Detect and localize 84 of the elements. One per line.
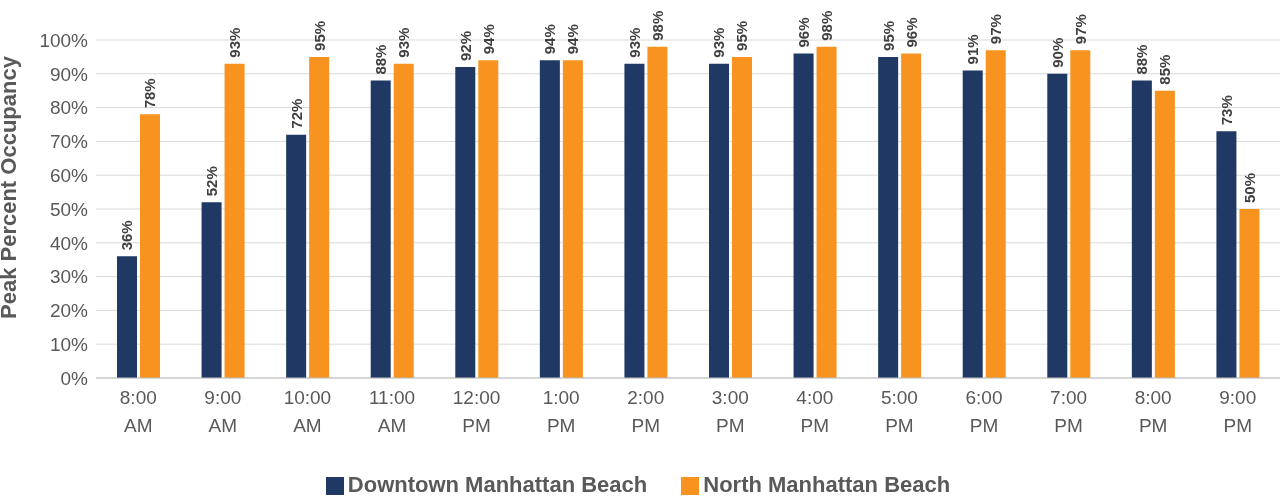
data-label: 78%: [141, 78, 159, 109]
data-label: 97%: [987, 14, 1005, 45]
data-label: 98%: [648, 10, 666, 41]
bar: [1047, 73, 1068, 378]
bar: [1131, 80, 1152, 378]
y-axis-title: Peak Percent Occupancy: [0, 55, 21, 319]
data-label: 85%: [1156, 54, 1174, 85]
bar: [878, 56, 899, 378]
data-label: 73%: [1217, 95, 1235, 126]
y-tick-label: 30%: [49, 266, 89, 288]
x-tick-label: 9:00 AM: [204, 387, 242, 436]
legend-label: North Manhattan Beach: [703, 472, 951, 497]
bar: [562, 60, 583, 378]
data-label: 94%: [541, 24, 559, 55]
x-tick-label: 3:00 PM: [711, 387, 749, 436]
bar: [455, 67, 476, 378]
bar: [309, 56, 330, 378]
data-label: 96%: [795, 17, 813, 48]
bar: [816, 46, 837, 378]
data-label: 93%: [226, 27, 244, 58]
bar: [140, 114, 160, 378]
x-tick-label: 5:00 PM: [880, 387, 918, 436]
bar: [1070, 50, 1091, 378]
data-label: 88%: [372, 44, 390, 75]
bar: [709, 63, 729, 378]
data-label: 95%: [879, 20, 897, 51]
data-label: 94%: [564, 24, 582, 55]
data-label: 93%: [710, 27, 728, 58]
bar: [117, 256, 137, 378]
bar: [370, 80, 391, 378]
data-label: 92%: [456, 31, 474, 62]
bar: [224, 63, 245, 378]
legend-label: Downtown Manhattan Beach: [347, 472, 648, 497]
data-label: 50%: [1240, 172, 1258, 203]
bar: [732, 56, 752, 378]
bar: [793, 53, 814, 378]
x-tick-label: 11:00 AM: [368, 387, 416, 436]
bar: [624, 63, 645, 378]
x-tick-label: 2:00 PM: [627, 387, 665, 436]
y-tick-label: 0%: [60, 367, 89, 389]
y-tick-label: 40%: [49, 232, 89, 254]
y-tick-label: 100%: [39, 29, 89, 51]
data-label: 96%: [902, 17, 920, 48]
bar: [286, 134, 307, 378]
data-label: 91%: [964, 34, 982, 65]
bar: [1216, 131, 1237, 378]
bar: [901, 53, 922, 378]
y-tick-label: 20%: [49, 300, 89, 322]
data-label: 98%: [818, 10, 836, 41]
x-tick-label: 12:00 PM: [452, 387, 501, 436]
x-tick-label: 7:00 PM: [1050, 387, 1088, 436]
y-tick-label: 50%: [49, 198, 89, 220]
y-tick-label: 70%: [49, 131, 89, 153]
x-tick-label: 9:00 PM: [1219, 387, 1257, 436]
data-label: 94%: [479, 24, 497, 55]
data-label: 52%: [203, 166, 221, 197]
data-label: 90%: [1048, 37, 1066, 68]
data-label: 95%: [310, 20, 328, 51]
bar: [201, 202, 222, 378]
data-label: 72%: [287, 98, 305, 129]
y-tick-label: 60%: [49, 164, 89, 186]
bar: [985, 50, 1006, 378]
x-tick-label: 6:00 PM: [965, 387, 1003, 436]
data-label: 97%: [1071, 14, 1089, 45]
y-tick-label: 10%: [49, 333, 89, 355]
data-label: 36%: [118, 220, 136, 251]
x-tick-label: 1:00 PM: [542, 387, 580, 436]
y-tick-label: 90%: [49, 63, 89, 85]
bar: [962, 70, 983, 378]
data-label: 95%: [733, 20, 751, 51]
x-tick-label: 8:00 PM: [1134, 387, 1172, 436]
data-label: 93%: [395, 27, 413, 58]
bar: [647, 46, 668, 378]
bar: [1154, 90, 1175, 378]
y-tick-label: 80%: [49, 97, 89, 119]
x-tick-label: 4:00 PM: [796, 387, 834, 436]
x-tick-label: 10:00 AM: [283, 387, 332, 436]
data-label: 88%: [1133, 44, 1151, 75]
bar: [539, 60, 560, 378]
bar: [1239, 209, 1260, 378]
bar: [478, 60, 499, 378]
x-tick-label: 8:00 AM: [119, 387, 157, 436]
bar: [393, 63, 414, 378]
data-label: 93%: [625, 27, 643, 58]
